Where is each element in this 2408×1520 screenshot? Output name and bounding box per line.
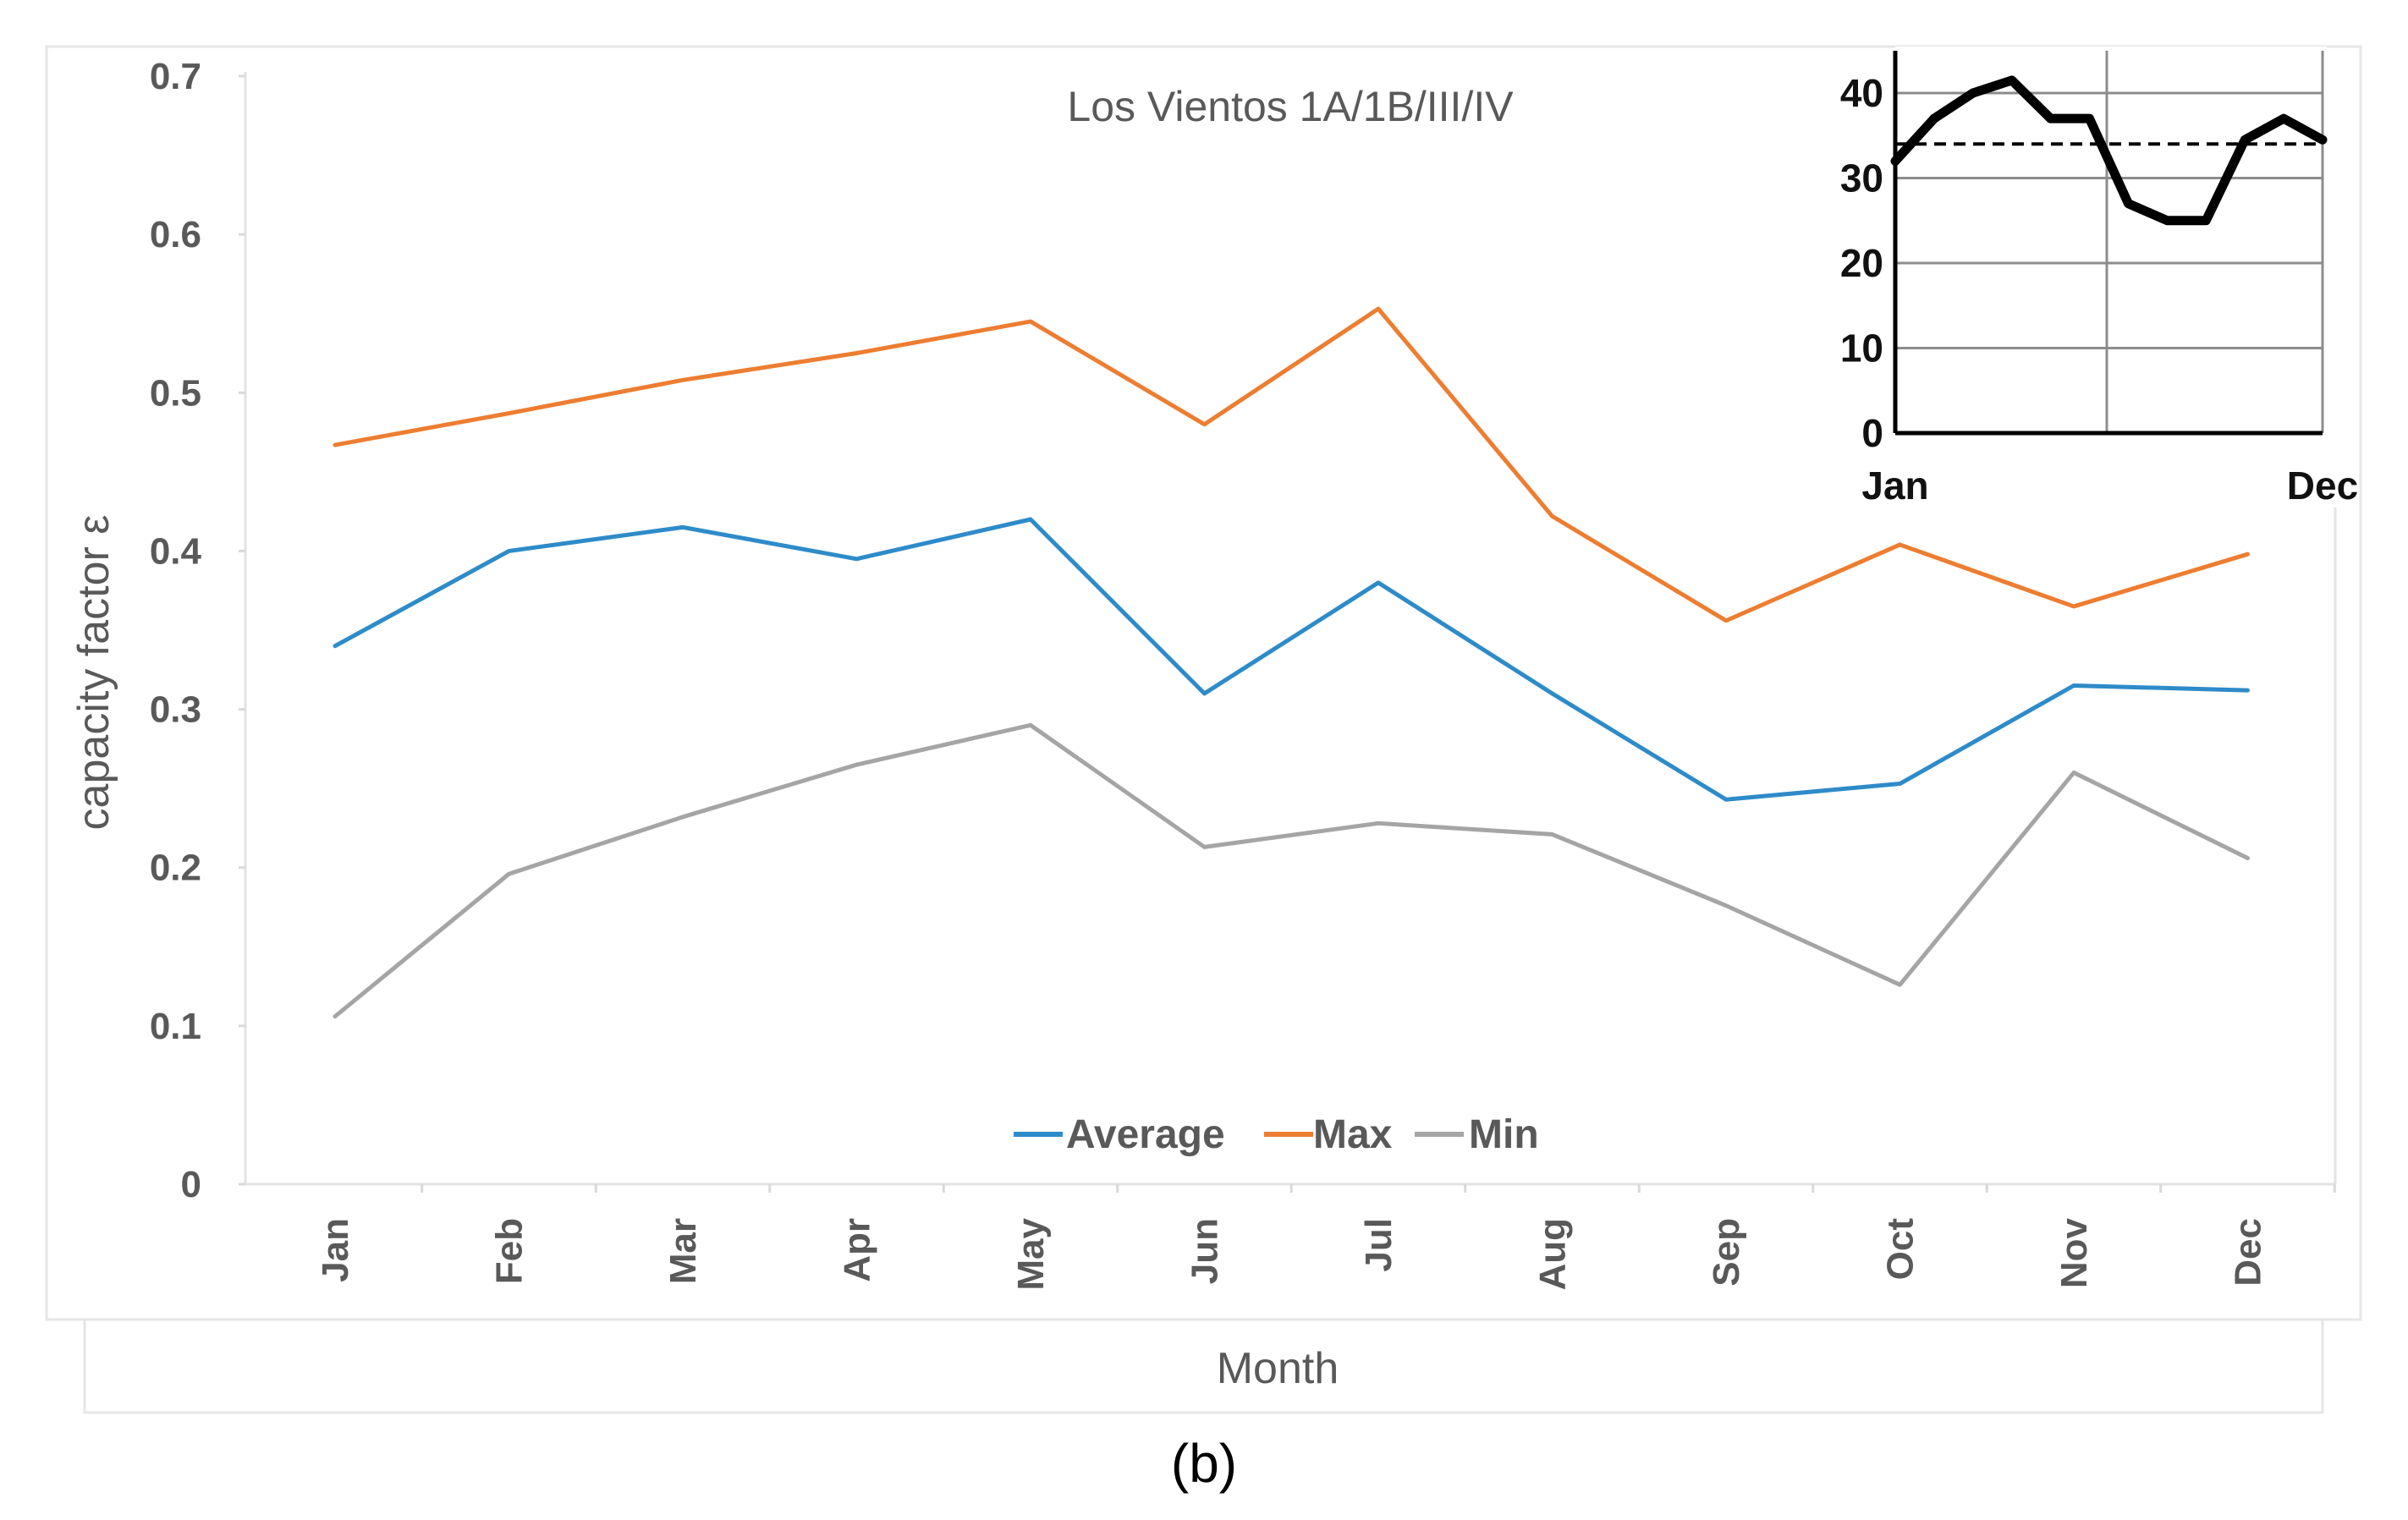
chart-title: Los Vientos 1A/1B/III/IV (1067, 83, 1514, 130)
data-point-min (1029, 723, 1032, 727)
series-line-min (333, 722, 2250, 1019)
y-tick-label: 0.1 (150, 1006, 201, 1047)
data-point-min (333, 1015, 337, 1018)
data-point-min (1551, 832, 1553, 836)
data-point-min (681, 815, 684, 819)
data-point-average (2246, 689, 2249, 692)
data-point-max (1551, 514, 1553, 518)
inset-x-tick-label: Jan (1861, 464, 1928, 508)
legend: Average Max Min (1014, 1112, 1539, 1157)
x-tick-label: Dec (2228, 1218, 2269, 1287)
x-tick-label: May (1010, 1217, 1052, 1290)
data-point-max (2246, 552, 2249, 556)
data-point-min (508, 872, 510, 875)
data-point-max (1029, 320, 1032, 323)
data-point-average (1899, 782, 1901, 786)
x-axis-title: Month (1217, 1344, 1339, 1393)
inset-grid (1895, 51, 2324, 433)
legend-max-label: Max (1313, 1112, 1393, 1157)
data-point-average (1377, 581, 1380, 584)
data-point-average (855, 557, 858, 561)
inset-y-tick-label: 30 (1840, 156, 1883, 200)
x-tick-label: Aug (1532, 1218, 1574, 1291)
data-point-min (855, 763, 858, 766)
data-point-min (2246, 856, 2249, 859)
x-tick-label: Sep (1706, 1218, 1747, 1287)
data-point-max (508, 412, 510, 415)
x-tick-group: Jan Feb Mar Apr May Jun Jul Aug Sep Oct Nov Dec (315, 1184, 2336, 1291)
x-tick-label: Apr (837, 1218, 878, 1282)
data-point-average (508, 549, 510, 552)
y-tick-label: 0.2 (150, 848, 201, 889)
legend-min-label: Min (1469, 1112, 1539, 1157)
x-tick-label: Jan (315, 1218, 356, 1282)
xlabel-frame (83, 1318, 2324, 1414)
y-tick-label: 0.5 (150, 372, 201, 414)
data-point-max (333, 443, 337, 447)
inset-y-tick-label: 40 (1840, 71, 1883, 115)
inset-x-tick-label: Dec (2287, 464, 2358, 508)
data-point-average (1029, 518, 1032, 521)
inset-series-monthly (1890, 75, 2328, 226)
data-point-min (1724, 904, 1728, 908)
data-point-min (1899, 983, 1901, 986)
data-point-average (2072, 684, 2075, 687)
series-group (333, 306, 2250, 1019)
legend-average-label: Average (1066, 1112, 1225, 1157)
data-point-average (1203, 692, 1206, 695)
inset-y-tick-label: 10 (1840, 326, 1883, 370)
x-tick-label: Jul (1358, 1218, 1399, 1272)
y-tick-label: 0.3 (150, 689, 201, 731)
data-point-max (1203, 423, 1206, 426)
data-point-average (1724, 798, 1728, 801)
data-point-average (333, 645, 337, 648)
x-tick-label: Nov (2053, 1217, 2095, 1288)
data-point-max (855, 352, 858, 354)
inset-y-tick-label: 20 (1840, 241, 1883, 285)
inset-series-group (1890, 75, 2328, 226)
data-point-max (681, 378, 684, 381)
data-point-max (1724, 619, 1728, 623)
data-point-min (1203, 845, 1206, 848)
inset-background (1895, 47, 2327, 437)
series-line-max (333, 306, 2250, 623)
x-tick-label: Feb (489, 1218, 531, 1284)
y-tick-label: 0 (181, 1164, 201, 1205)
y-tick-label: 0.4 (150, 530, 202, 572)
x-tick-label: Jun (1185, 1218, 1226, 1284)
data-point-max (1377, 307, 1380, 310)
inset-tick-group: 0 10 20 30 40 Jan Dec (1840, 71, 2358, 508)
x-tick-label: Mar (662, 1218, 704, 1284)
data-point-max (2072, 605, 2075, 608)
panel-label: (b) (1171, 1433, 1237, 1494)
y-tick-label: 0.6 (150, 214, 201, 255)
data-point-min (2072, 771, 2075, 774)
data-point-average (1551, 692, 1553, 695)
data-point-max (1899, 543, 1901, 546)
x-tick-label: Oct (1880, 1218, 1921, 1281)
inset-chart: 0 10 20 30 40 Jan Dec (1840, 47, 2358, 508)
series-line-average (333, 517, 2250, 802)
y-tick-label: 0.7 (150, 56, 201, 97)
y-tick-group: 0 0.1 0.2 0.3 0.4 0.5 0.6 0.7 (150, 56, 245, 1205)
data-point-min (1377, 821, 1380, 825)
y-axis-title: capacity factor ε (69, 515, 118, 831)
data-point-average (681, 525, 684, 529)
inset-y-tick-label: 0 (1861, 411, 1883, 455)
